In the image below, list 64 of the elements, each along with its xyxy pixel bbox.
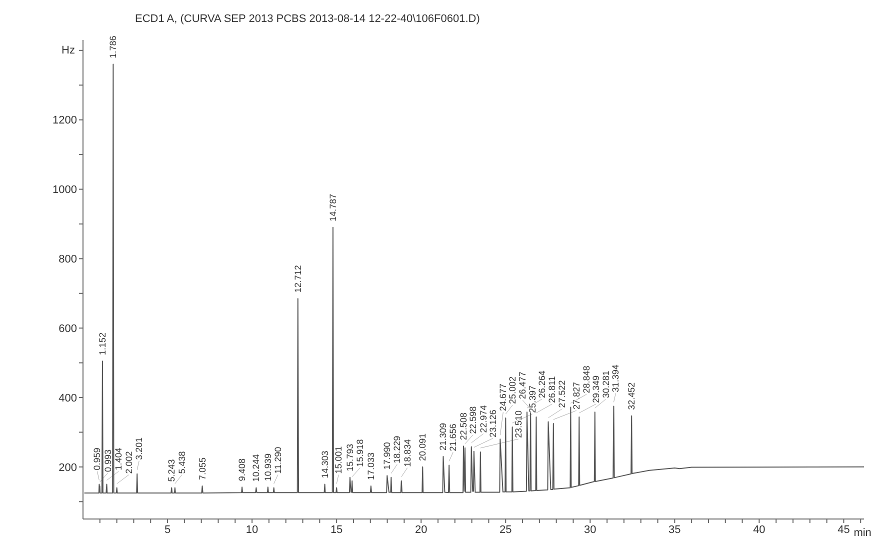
annotation: 27.522 [557,380,568,408]
chart-title: ECD1 A, (CURVA SEP 2013 PCBS 2013-08-14 12-22-40\106F0601.D) [135,13,480,25]
annotation: 29.349 [591,375,602,403]
annotation: 20.091 [418,433,428,461]
y-tick-label: 200 [58,462,77,474]
annotation: 31.394 [610,364,621,392]
x-tick-label: 45 [838,524,850,536]
x-tick-label: 35 [668,524,681,536]
annotation: 14.303 [320,450,330,478]
annotation: 22.508 [458,412,468,440]
annotation: 17.990 [382,442,392,470]
annotation: 15.001 [334,446,344,474]
annotation: 0.959 [92,448,102,470]
x-tick-label: 20 [414,524,428,536]
annotation: 0.993 [102,449,113,472]
annotation: 14.787 [328,194,338,222]
annotation: 26.264 [536,370,547,398]
x-axis-title: min [854,527,872,539]
annotation: 30.281 [600,370,611,398]
annotation: 12.712 [292,265,303,293]
annotation: 21.656 [448,424,458,452]
annotation: 11.290 [272,446,283,474]
annotation: 32.452 [626,382,637,410]
line-series [84,64,864,494]
annotation: 15.918 [355,439,366,467]
annotation: 26.477 [518,372,528,400]
annotation: 10.244 [251,454,262,482]
annotation: 18.229 [392,436,402,464]
annotation: 9.408 [237,458,248,482]
x-tick-label: 5 [164,524,171,536]
y-tick-label: 1200 [52,114,77,127]
annotation: 2.002 [124,451,134,474]
annotation: 22.974 [478,405,488,433]
annotation: 5.243 [166,459,177,482]
x-tick-label: 25 [499,524,512,536]
y-tick-label: 400 [58,392,77,404]
annotation: 18.834 [402,439,412,467]
x-tick-label: 40 [753,524,766,536]
annotation: 10.939 [262,454,273,482]
annotation: 17.033 [366,452,376,480]
x-tick-label: 30 [584,524,596,536]
annotation: 26.811 [547,376,558,403]
annotation: 1.786 [108,36,118,58]
annotation: 7.055 [197,457,208,480]
annotation: 1.404 [114,448,124,470]
annotation: 5.438 [176,451,187,474]
annotation: 1.152 [97,332,108,356]
y-tick-label: 800 [58,254,77,266]
annotation: 15.793 [344,444,355,472]
annotation: 28.848 [582,366,592,394]
annotation: 25.002 [508,376,518,404]
y-tick-label: 1000 [52,184,77,196]
annotation: 22.598 [468,406,478,434]
annotation: 23.126 [488,410,498,438]
annotation: 24.677 [498,384,508,412]
x-tick-label: 15 [330,524,343,536]
annotation: 23.510 [513,410,524,438]
y-axis-title: Hz [62,44,75,56]
annotation: 3.201 [134,437,144,460]
annotation: 25.397 [527,385,538,414]
x-tick-label: 10 [246,524,258,536]
y-tick-label: 600 [58,323,77,335]
annotation: 21.309 [438,422,448,451]
annotation: 27.827 [571,382,582,410]
